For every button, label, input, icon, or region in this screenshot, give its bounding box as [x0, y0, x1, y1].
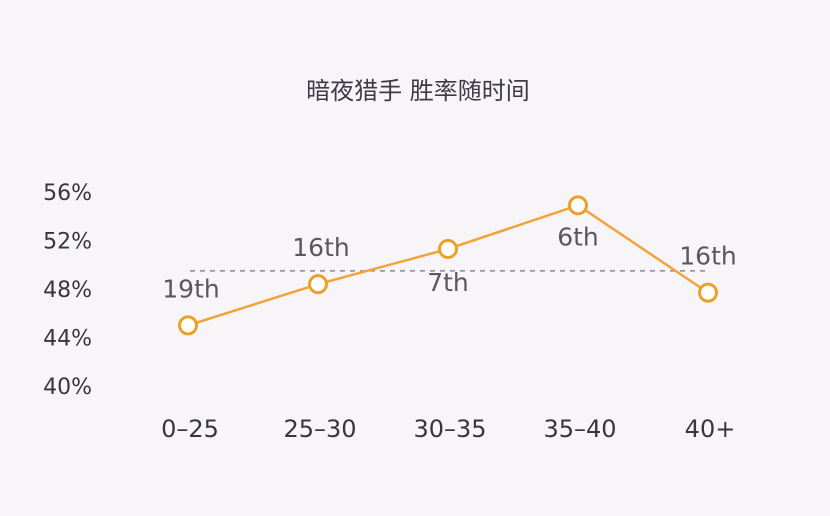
rank-label: 16th	[679, 242, 736, 271]
series-line	[187, 204, 709, 327]
data-point-marker	[568, 195, 588, 216]
y-axis-ticks: 56% 52% 48% 44% 40%	[43, 181, 92, 400]
x-tick-label: 25–30	[283, 415, 356, 443]
chart-title: 暗夜猎手 胜率随时间	[306, 77, 530, 105]
rank-label: 6th	[557, 222, 599, 251]
x-tick-label: 0–25	[161, 415, 219, 443]
data-point-marker	[698, 282, 718, 303]
rank-label: 19th	[162, 274, 219, 303]
data-point-marker	[438, 238, 458, 259]
rank-label: 7th	[427, 268, 469, 297]
data-point-markers	[178, 195, 718, 336]
data-point-labels: 19th 16th 7th 6th 16th	[162, 222, 736, 303]
x-tick-label: 30–35	[413, 415, 486, 443]
y-tick-label: 52%	[43, 230, 92, 255]
y-tick-label: 56%	[43, 181, 92, 206]
rank-label: 16th	[292, 233, 349, 262]
x-axis-ticks: 0–25 25–30 30–35 35–40 40+	[161, 415, 735, 443]
data-point-marker	[178, 315, 198, 336]
y-tick-label: 48%	[43, 278, 92, 303]
y-tick-label: 44%	[43, 327, 92, 352]
data-point-marker	[308, 274, 328, 295]
x-tick-label: 35–40	[543, 415, 616, 443]
y-tick-label: 40%	[43, 375, 92, 400]
x-tick-label: 40+	[685, 415, 736, 443]
